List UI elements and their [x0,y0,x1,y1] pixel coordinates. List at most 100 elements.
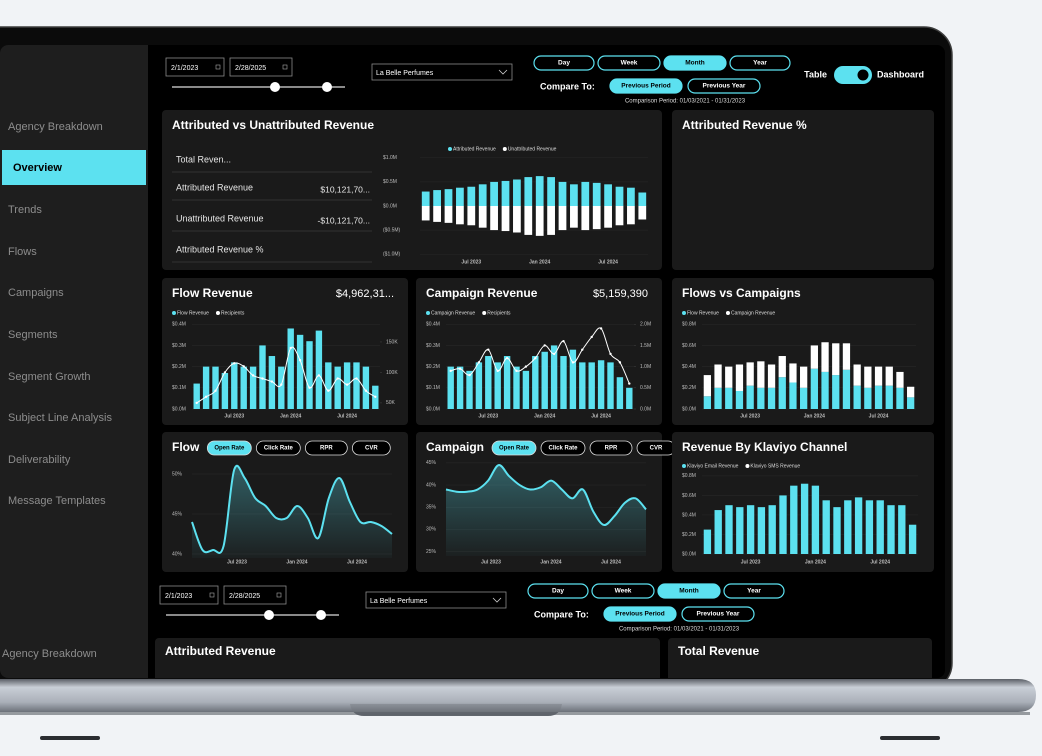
y-tick-label: $0.2M [682,385,696,391]
line-point [289,346,292,350]
date-input[interactable] [229,57,293,77]
area [446,465,646,556]
metric-tab[interactable] [255,440,301,456]
panel-title: Attributed Revenue [165,644,276,658]
slider-knob[interactable] [270,82,280,92]
legend-dot [502,147,507,151]
granularity-button[interactable] [591,583,655,599]
y-tick-label: $0.0M [383,203,397,209]
bar [466,370,473,409]
legend-label: Unattributed Revenue [508,146,557,152]
sidebar [0,45,148,678]
nav-item[interactable]: Message Templates [8,495,106,507]
y-tick-label: $0.3M [172,343,186,349]
bar [334,366,341,409]
bar [421,191,430,206]
bar [494,362,501,409]
calendar-icon [282,64,288,70]
bar [898,505,906,554]
bar [638,206,647,220]
bar [627,206,635,225]
nav-item[interactable]: Campaigns [8,287,64,299]
panel-title: Revenue By Klaviyo Channel [682,440,847,454]
y-tick-label: 40% [426,482,437,488]
x-tick-label: Jan 2024 [286,559,307,565]
bar [832,343,840,376]
bar [615,186,624,206]
compare-button[interactable] [609,78,683,94]
bar [757,387,765,409]
line-point [270,380,274,383]
nav-item[interactable]: Overview [13,162,62,174]
bar [767,364,776,388]
line-point [280,383,283,386]
chevron [492,597,502,603]
compare-button[interactable] [687,78,761,94]
bar [592,206,601,230]
metric-tab[interactable] [206,440,252,456]
metric-tab[interactable] [351,440,391,456]
nav-item[interactable]: Deliverability [8,454,71,466]
date-input[interactable] [159,585,219,605]
bar [513,179,521,206]
bar [768,505,776,554]
nav-item[interactable]: Subject Line Analysis [8,412,112,424]
nav-item[interactable]: Segments [8,329,58,341]
bar [627,187,635,206]
nav-active-bg[interactable] [2,150,146,185]
slider-knob[interactable] [322,82,332,92]
bar [447,366,454,409]
x-tick-label: Jul 2024 [598,259,618,265]
dropdown[interactable] [371,63,513,81]
y-tick-label: $0.4M [682,364,696,370]
nav-item[interactable]: Trends [8,204,42,216]
line [191,464,393,554]
date-input[interactable] [223,585,287,605]
bar [885,385,893,409]
granularity-button[interactable] [663,55,727,71]
bar [604,184,612,206]
legend-label: Flow Revenue [687,310,719,316]
nav-item[interactable]: Flows [8,246,37,258]
legend-dot [215,311,220,315]
dropdown[interactable] [365,591,507,609]
nav-item[interactable]: Agency Breakdown [2,648,97,660]
bar [907,397,915,409]
bar [844,500,852,554]
granularity-button[interactable] [597,55,661,71]
nav-item[interactable]: Segment Growth [8,371,91,383]
kpi-value: $4,962,31... [336,288,394,300]
bar [907,386,915,398]
metric-tab[interactable] [589,440,633,456]
bar [746,505,755,554]
bar [714,364,722,388]
bar [874,366,883,386]
bar [790,485,798,554]
nav-item[interactable]: Agency Breakdown [8,121,103,133]
date-input[interactable] [165,57,225,77]
panel-title: Flows vs Campaigns [682,286,801,300]
granularity-label: Week [615,588,632,595]
bar [725,366,733,388]
compare-button[interactable] [681,606,755,622]
granularity-button[interactable] [657,583,721,599]
bar [853,385,861,409]
bar [876,500,884,554]
metric-tab[interactable] [540,440,586,456]
slider-knob[interactable] [316,610,326,620]
compare-option: Previous Year [703,83,746,90]
metric-tab[interactable] [491,440,537,456]
granularity-button[interactable] [729,55,791,71]
granularity-button[interactable] [533,55,595,71]
compare-button[interactable] [603,606,677,622]
bar [421,206,430,221]
granularity-button[interactable] [723,583,785,599]
bar [535,176,544,206]
metric-tab[interactable] [304,440,348,456]
bar [810,345,818,369]
slider-knob[interactable] [264,610,274,620]
calendar-icon [276,592,282,598]
granularity-button[interactable] [527,583,589,599]
line-point [364,389,368,392]
bar [570,206,578,228]
